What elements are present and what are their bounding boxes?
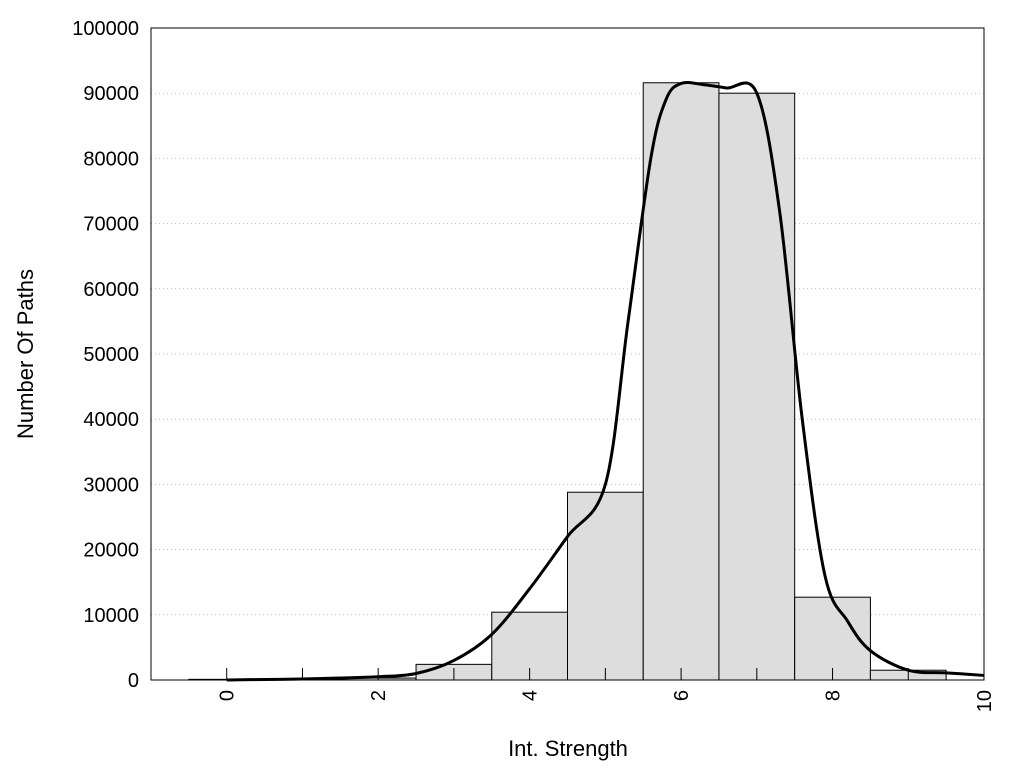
fit-curve xyxy=(226,80,985,682)
y-tick-label: 10000 xyxy=(83,605,139,627)
plot-frame xyxy=(150,27,985,681)
x-tick-label: 4 xyxy=(520,690,542,701)
histogram-bar xyxy=(567,491,644,681)
histogram-bar xyxy=(718,92,796,681)
y-tick-label: 100000 xyxy=(72,18,139,40)
y-tick-label: 40000 xyxy=(83,409,139,431)
y-tick-labels: 0 10000 20000 30000 40000 50000 60000 70000 8000… xyxy=(72,18,139,692)
x-tick-label: 10 xyxy=(974,690,996,712)
y-tick-label: 20000 xyxy=(83,540,139,562)
histogram-bar xyxy=(642,82,720,681)
y-tick-label: 30000 xyxy=(83,474,139,496)
y-tick-label: 60000 xyxy=(83,279,139,301)
x-tick-marks xyxy=(226,668,909,680)
y-tick-label: 50000 xyxy=(83,344,139,366)
x-axis-label: Int. Strength xyxy=(508,736,628,761)
x-tick-labels: 0 2 4 6 8 10 xyxy=(217,690,996,712)
x-tick-label: 0 xyxy=(217,690,239,701)
x-tick-label: 8 xyxy=(823,690,845,701)
y-tick-label: 90000 xyxy=(83,83,139,105)
y-tick-label: 70000 xyxy=(83,214,139,236)
y-tick-label: 80000 xyxy=(83,148,139,170)
histogram-bars xyxy=(188,82,947,681)
x-tick-label: 2 xyxy=(368,690,390,701)
y-axis-label: Number Of Paths xyxy=(13,269,38,439)
y-tick-label: 0 xyxy=(128,670,139,692)
x-tick-label: 6 xyxy=(671,690,693,701)
